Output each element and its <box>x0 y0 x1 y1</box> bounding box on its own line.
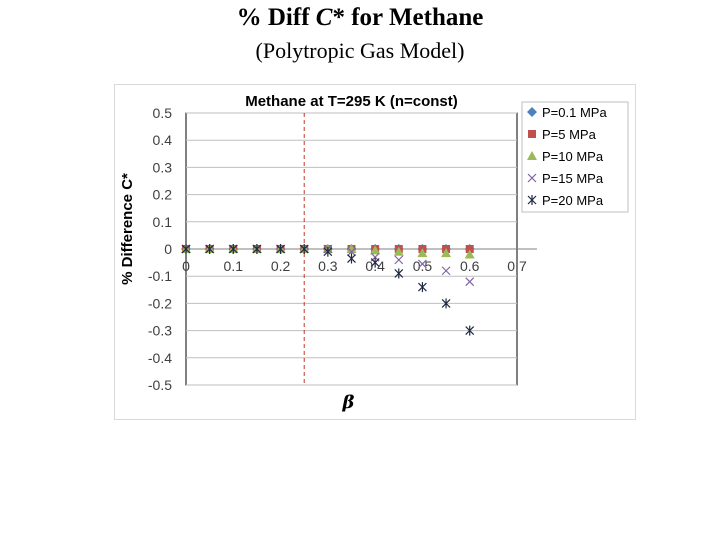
legend-marker <box>527 107 537 117</box>
chart-title: Methane at T=295 K (n=const) <box>245 93 458 110</box>
legend-entry: P=0.1 MPa <box>542 105 607 120</box>
x-tick-label: 0.1 <box>224 258 244 274</box>
slide-title-suffix: * for Methane <box>332 4 484 31</box>
data-point <box>370 257 380 268</box>
data-point <box>418 282 427 293</box>
data-point <box>394 255 404 265</box>
legend-marker <box>527 151 537 160</box>
data-point <box>418 259 427 269</box>
chart-frame: 0.5 0.4 0.3 0.2 0.1 0 -0.1 -0.2 -0.3 -0.4 -0.5 0 0.1… <box>114 84 636 420</box>
data-point <box>347 253 356 264</box>
y-tick-label: -0.3 <box>148 323 172 339</box>
data-point <box>441 266 451 276</box>
y-tick-label: -0.2 <box>148 295 172 311</box>
x-tick-label: 0.5 <box>413 258 433 274</box>
slide-subtitle: (Polytropic Gas Model) <box>255 38 465 63</box>
y-tick-label: -0.1 <box>148 268 172 284</box>
x-tick-label: 0.2 <box>271 258 291 274</box>
legend-marker <box>528 130 536 138</box>
data-point <box>464 249 475 259</box>
data-point <box>346 244 357 253</box>
x-tick-label: 0.3 <box>318 258 338 274</box>
slide-title-variable: C <box>315 4 333 31</box>
data-point <box>323 246 333 257</box>
slide-title: % Diff C* for Methane <box>0 4 720 32</box>
data-point <box>228 244 238 254</box>
y-tick-label: -0.5 <box>148 377 172 393</box>
slide-title-prefix: % Diff <box>236 4 316 31</box>
y-tick-label: -0.4 <box>148 350 172 366</box>
y-axis-label: % Difference C* <box>119 173 136 285</box>
data-point <box>441 298 451 309</box>
y-tick-label: 0.5 <box>153 105 173 121</box>
data-point <box>441 248 452 258</box>
legend <box>521 101 629 213</box>
data-point <box>181 244 191 254</box>
data-point <box>252 244 262 254</box>
scatter-chart: 0.5 0.4 0.3 0.2 0.1 0 -0.1 -0.2 -0.3 -0.4 -0.5 0 0.1… <box>119 93 629 413</box>
data-point <box>347 247 356 257</box>
y-tick-label: 0.1 <box>153 214 173 230</box>
legend-entry: P=20 MPa <box>542 193 604 208</box>
data-point <box>465 277 475 287</box>
legend-marker <box>527 195 537 205</box>
data-point <box>205 244 215 254</box>
y-tick-label: 0.3 <box>153 159 173 175</box>
data-point <box>417 248 428 258</box>
data-point <box>394 268 404 279</box>
x-axis-label: β <box>342 392 355 413</box>
data-point <box>393 246 404 256</box>
data-point <box>299 244 309 254</box>
data-point <box>465 245 474 253</box>
legend-entry: P=5 MPa <box>542 127 597 142</box>
legend-entry: P=10 MPa <box>542 149 604 164</box>
x-tick-label: 0 <box>182 258 190 274</box>
y-tick-label: 0 <box>164 241 172 257</box>
legend-marker <box>527 173 537 183</box>
data-point <box>276 244 285 254</box>
data-point <box>465 325 475 336</box>
y-tick-label: 0.4 <box>153 132 173 148</box>
x-tick-label: 0.6 <box>460 258 480 274</box>
data-point <box>370 245 381 255</box>
x-tick-label: 0.7 <box>507 258 527 274</box>
legend-entry: P=15 MPa <box>542 171 604 186</box>
y-tick-label: 0.2 <box>153 187 173 203</box>
